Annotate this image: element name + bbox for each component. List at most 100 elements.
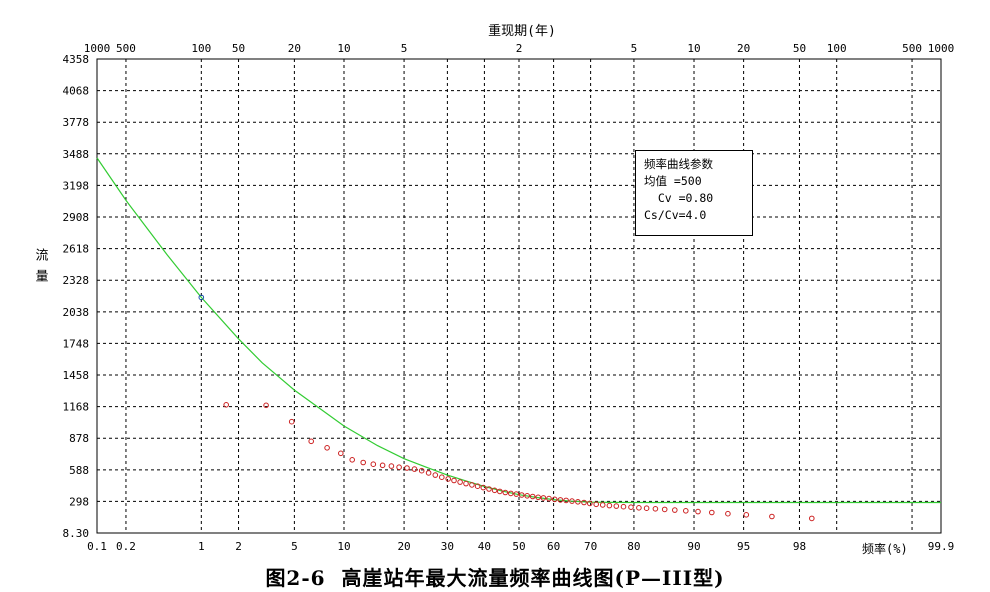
parameter-box: 频率曲线参数 均值 =500 Cv =0.80 Cs/Cv=4.0 — [635, 150, 753, 236]
observed-point — [508, 490, 514, 497]
x-top-tick-label: 100 — [191, 42, 211, 55]
x-top-tick-label: 10 — [687, 42, 700, 55]
observed-point — [491, 487, 498, 494]
observed-point — [725, 510, 731, 517]
x-tick-label: 0.2 — [116, 540, 136, 553]
observed-point — [587, 500, 593, 507]
series-layer — [96, 157, 941, 522]
observed-point — [613, 503, 620, 509]
observed-point — [396, 464, 402, 471]
grid-lines — [97, 59, 941, 533]
param-cv: Cv =0.80 — [644, 191, 714, 205]
x-top-tick-label: 500 — [902, 42, 922, 55]
x-top-tick-label: 50 — [793, 42, 806, 55]
observed-point — [606, 502, 613, 509]
y-tick-label: 1748 — [63, 337, 90, 350]
x-top-tick-label: 20 — [288, 42, 301, 55]
observed-point — [743, 512, 750, 518]
y-tick-label: 298 — [69, 495, 89, 508]
observed-point — [439, 474, 445, 481]
x-tick-label: 98 — [793, 540, 806, 553]
figure-title: 高崖站年最大流量频率曲线图(P—III型) — [341, 566, 725, 590]
observed-point — [486, 486, 492, 492]
observed-point — [223, 402, 229, 408]
observed-point — [636, 505, 642, 511]
axis-labels: 0.1 0.2 1 2 5 10 20 30 40 50 60 70 80 90 95 98 99.9 1000 5… — [63, 42, 955, 553]
observed-point — [338, 450, 344, 457]
x-top-tick-label: 20 — [737, 42, 750, 55]
x-top-tick-label: 100 — [827, 42, 847, 55]
y-axis-title: 流 量 — [33, 248, 49, 282]
observed-point — [418, 467, 425, 474]
observed-point — [497, 488, 503, 495]
x-top-tick-label: 10 — [337, 42, 350, 55]
observed-point — [809, 515, 815, 522]
observed-point — [469, 482, 475, 488]
x-top-tick-label: 500 — [116, 42, 136, 55]
observed-point — [769, 513, 775, 520]
x-top-tick-label: 5 — [631, 42, 638, 55]
x-top-tick-label: 1000 — [928, 42, 955, 55]
observed-point — [599, 502, 606, 508]
observed-point — [540, 495, 547, 501]
y-tick-label: 1458 — [63, 369, 90, 382]
x-tick-label: 1 — [198, 540, 205, 553]
x-tick-label: 70 — [584, 540, 597, 553]
observed-point — [683, 508, 689, 514]
y-tick-label: 878 — [69, 432, 89, 445]
observed-point — [569, 498, 575, 504]
observed-point — [474, 483, 481, 490]
observed-point — [524, 493, 531, 499]
y-tick-label: 8.30 — [63, 527, 90, 540]
observed-point — [349, 457, 356, 463]
observed-point — [661, 506, 668, 513]
figure-caption: 图2-6 高崖站年最大流量频率曲线图(P—III型) — [0, 562, 990, 591]
observed-point — [360, 459, 367, 466]
observed-point — [593, 501, 600, 508]
x-tick-label: 80 — [627, 540, 640, 553]
x-tick-label: 2 — [235, 540, 242, 553]
x-tick-label: 95 — [737, 540, 750, 553]
y-tick-label: 3198 — [63, 179, 90, 192]
observed-point — [628, 504, 634, 511]
observed-point — [652, 506, 659, 512]
observed-point — [513, 491, 520, 497]
x-top-tick-label: 1000 — [84, 42, 111, 55]
observed-point — [463, 480, 469, 487]
x-axis-title: 频率(%) — [862, 541, 908, 556]
observed-point — [518, 492, 525, 498]
observed-point — [425, 470, 432, 476]
observed-point — [529, 493, 536, 500]
param-mean: 均值 =500 — [644, 174, 702, 188]
figure-number: 图2-6 — [265, 566, 326, 590]
observed-point — [451, 477, 457, 484]
x-tick-label: 0.1 — [87, 540, 107, 553]
observed-point — [370, 461, 377, 468]
observed-point — [620, 503, 627, 510]
observed-point — [535, 494, 542, 501]
observed-point — [324, 445, 330, 451]
observed-point — [288, 418, 295, 425]
observed-point — [502, 489, 509, 496]
x-tick-label: 20 — [397, 540, 410, 553]
x-tick-label: 5 — [291, 540, 298, 553]
observed-point — [457, 479, 463, 485]
observed-point — [198, 294, 205, 301]
y-tick-label: 3488 — [63, 148, 90, 161]
param-cscv: Cs/Cv=4.0 — [644, 208, 707, 222]
observed-point — [575, 499, 581, 505]
x-tick-label: 30 — [441, 540, 454, 553]
x-top-tick-label: 5 — [401, 42, 408, 55]
y-tick-label: 2618 — [63, 243, 90, 256]
observed-point — [411, 466, 418, 472]
y-tick-label: 2038 — [63, 306, 90, 319]
observed-point — [672, 507, 678, 513]
x-top-tick-label: 2 — [516, 42, 523, 55]
x-tick-label: 60 — [547, 540, 560, 553]
fitted-curve — [96, 157, 941, 504]
y-tick-label: 2908 — [63, 211, 90, 224]
observed-point — [557, 497, 564, 503]
observed-point — [404, 465, 410, 471]
chart-title: 重现期(年) — [488, 23, 556, 39]
